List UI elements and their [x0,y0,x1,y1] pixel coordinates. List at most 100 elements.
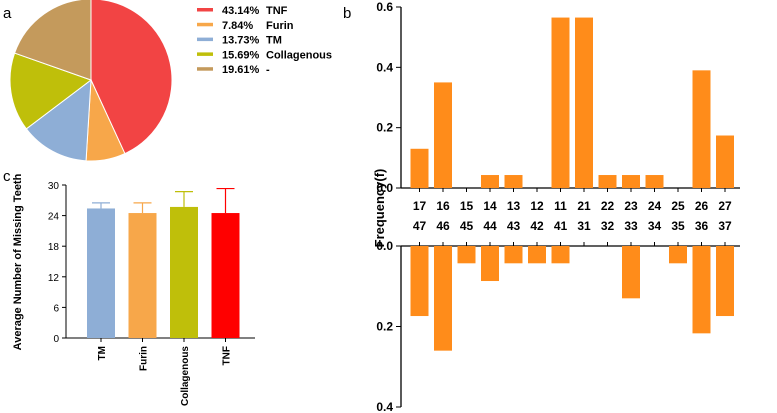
upper-tooth-label: 17 [413,199,427,213]
y-tick-label: 24 [48,212,60,223]
lower-tooth-label: 31 [577,219,591,233]
y-tick-label: 0.2 [376,320,393,334]
upper-bar [551,17,570,188]
y-axis-label: Average Number of Missing Teeth [12,173,24,350]
y-tick-label: 6 [53,303,59,314]
upper-bar [410,148,429,188]
x-tick-label: Collagenous [180,346,191,406]
y-tick-label: 30 [48,181,60,192]
lower-tooth-label: 37 [718,219,732,233]
y-tick-label: 0.0 [376,181,393,195]
y-axis-label: Frequency(f) [372,169,387,248]
y-tick-label: 0.6 [376,0,393,14]
y-tick-label: 0.2 [376,121,393,135]
y-tick-label: 0.4 [376,60,393,74]
y-tick-label: 0.0 [376,239,393,253]
legend-swatch [197,8,213,12]
upper-bar [575,17,593,188]
pie-slice [90,0,173,155]
legend-percent: 7.84% [222,20,253,32]
panel-label-a: a [3,5,12,22]
upper-bar [504,175,523,188]
lower-bar [434,246,452,351]
tooth-frequency-chart: Frequency(f) 0.0 0.2 0.4 0.6 0.0 0.2 0.4 17 47 16… [372,0,740,413]
lower-bar [528,246,546,264]
lower-tooth-label: 35 [671,219,685,233]
legend-swatch [197,52,213,56]
lower-bar [716,246,734,317]
lower-bar [622,246,640,299]
upper-tooth-label: 16 [436,199,450,213]
panel-label-b: b [343,5,351,22]
lower-bar [457,246,476,264]
y-tick-label: 0.4 [376,400,393,413]
bar [211,213,240,338]
lower-tooth-label: 33 [624,219,638,233]
legend-percent: 43.14% [222,5,260,17]
upper-tooth-label: 13 [507,199,521,213]
lower-tooth-label: 47 [413,219,427,233]
missing-teeth-bar-chart: Average Number of Missing Teeth 0 6 12 18 24… [12,173,255,406]
y-tick-label: 12 [48,273,60,284]
upper-bar [645,175,664,188]
pie-slice [9,52,93,130]
lower-bar [669,246,687,264]
upper-tooth-label: 24 [648,199,662,213]
lower-tooth-label: 42 [530,219,544,233]
upper-tooth-label: 12 [530,199,544,213]
x-tick-label: TM [97,346,108,360]
y-tick-label: 18 [48,242,60,253]
upper-bar [434,82,452,188]
bar [170,206,198,338]
lower-tooth-label: 44 [483,219,497,233]
panel-label-c: c [3,168,11,185]
legend-swatch [197,37,213,42]
legend-label: TNF [266,5,288,17]
lower-tooth-label: 46 [436,219,450,233]
lower-tooth-label: 34 [648,219,662,233]
lower-tooth-label: 41 [554,219,568,233]
upper-tooth-label: 11 [554,199,567,213]
upper-bar [692,70,711,188]
lower-bar [481,246,499,282]
lower-bar [410,246,429,317]
upper-tooth-label: 21 [577,199,591,213]
pie-chart [9,0,173,162]
upper-bar [716,135,734,188]
lower-bar [504,246,523,264]
legend-label: TM [266,35,282,47]
legend-percent: 13.73% [222,35,260,47]
upper-tooth-label: 26 [695,199,709,213]
pie-legend: 43.14% TNF 7.84% Furin 13.73% TM 15.69% Collage… [197,5,332,76]
legend-percent: 15.69% [222,49,260,61]
legend-swatch [197,67,213,71]
upper-bar [481,175,499,188]
x-tick-label: Furin [139,346,150,371]
upper-bar [598,175,617,188]
legend-label: - [266,64,270,76]
upper-tooth-label: 14 [483,199,497,213]
lower-tooth-label: 36 [695,219,709,233]
legend-swatch [197,22,213,27]
y-tick-label: 0 [53,334,59,345]
lower-tooth-label: 43 [507,219,521,233]
legend-label: Collagenous [266,49,332,61]
lower-bar [692,246,711,334]
lower-tooth-label: 32 [601,219,615,233]
bar [87,208,115,338]
lower-bar [551,246,570,264]
upper-bar [622,175,640,188]
upper-tooth-label: 23 [624,199,638,213]
bar [128,213,157,338]
legend-percent: 19.61% [222,64,260,76]
pie-slice [13,0,92,81]
upper-tooth-label: 15 [460,199,474,213]
upper-tooth-label: 27 [718,199,732,213]
x-tick-label: TNF [222,346,233,365]
legend-label: Furin [266,20,294,32]
upper-tooth-label: 25 [671,199,685,213]
pie-slice [25,78,92,162]
upper-tooth-label: 22 [601,199,615,213]
lower-tooth-label: 45 [460,219,474,233]
